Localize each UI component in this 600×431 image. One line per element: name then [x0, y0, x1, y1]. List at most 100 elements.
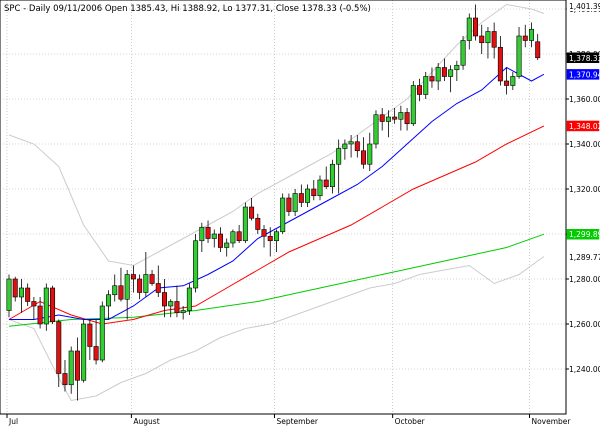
- candle-body: [323, 179, 329, 188]
- candle-body: [460, 40, 466, 66]
- candle: [224, 238, 230, 257]
- candle: [429, 67, 435, 88]
- candle: [485, 27, 491, 59]
- candle-body: [68, 350, 74, 386]
- candle-body: [267, 235, 273, 242]
- candle: [137, 274, 143, 300]
- candle-body: [236, 231, 242, 242]
- candle-body: [180, 310, 186, 314]
- candle: [311, 180, 317, 201]
- candle-body: [261, 229, 267, 237]
- candle-body: [373, 114, 379, 145]
- candle-body: [535, 41, 541, 59]
- candle-body: [37, 305, 43, 325]
- candle: [68, 346, 74, 394]
- candle: [118, 267, 124, 302]
- chart-title: SPC - Daily 09/11/2006 Open 1385.43, Hi …: [4, 4, 371, 14]
- candle: [81, 319, 87, 383]
- price-label: 1,378.33: [566, 52, 600, 64]
- candle-body: [31, 301, 37, 307]
- candle-body: [472, 17, 478, 37]
- candle-body: [516, 35, 522, 77]
- candle-body: [93, 346, 99, 361]
- candle: [298, 184, 304, 207]
- candle-body: [149, 274, 155, 284]
- price-label: 1,370.94: [566, 69, 600, 80]
- candle-body: [230, 231, 236, 244]
- candle-body: [99, 305, 105, 361]
- price-label: 1,401.39: [566, 0, 600, 12]
- candle: [292, 189, 298, 216]
- candle: [273, 229, 279, 252]
- candle-body: [485, 31, 491, 44]
- candle: [516, 27, 522, 79]
- candle-layer: [6, 4, 541, 401]
- candle: [50, 285, 56, 324]
- candle: [410, 81, 416, 126]
- candle-body: [305, 188, 311, 203]
- candle-body: [329, 163, 335, 188]
- candle-body: [255, 217, 261, 230]
- candle: [535, 33, 541, 61]
- candle: [162, 279, 168, 318]
- candle: [255, 213, 261, 234]
- candle: [168, 299, 174, 318]
- price-label-text: 1,289.77: [569, 253, 600, 262]
- candle: [130, 265, 136, 293]
- candle-body: [392, 116, 398, 120]
- candle: [454, 60, 460, 81]
- x-tick-label: October: [395, 417, 426, 426]
- candle-body: [454, 64, 460, 71]
- candle-body: [336, 148, 342, 165]
- candle: [180, 306, 186, 320]
- y-tick-label: 1,340.00: [569, 140, 600, 149]
- candle: [174, 285, 180, 318]
- candle: [74, 337, 80, 401]
- candle-body: [193, 240, 199, 289]
- candle: [155, 265, 161, 297]
- candle-body: [491, 31, 497, 48]
- candle-body: [361, 150, 367, 165]
- candle: [373, 110, 379, 149]
- candle: [497, 36, 503, 86]
- candle: [510, 72, 516, 90]
- candle: [230, 229, 236, 248]
- candle-body: [130, 274, 136, 280]
- candle: [25, 283, 31, 306]
- candle-body: [423, 76, 429, 95]
- candle-body: [74, 350, 80, 381]
- candle-body: [504, 80, 510, 86]
- candle: [37, 297, 43, 329]
- price-label-box: [566, 228, 600, 240]
- price-label: 1,348.02: [566, 120, 600, 132]
- candle-body: [280, 197, 286, 233]
- candle: [404, 108, 410, 131]
- candle-body: [286, 197, 292, 212]
- candle: [31, 297, 37, 320]
- price-label: 1,299.89: [566, 228, 600, 240]
- candle-body: [18, 287, 24, 298]
- candle-body: [106, 294, 112, 307]
- y-tick-label: 1,240.00: [569, 365, 600, 374]
- candle-body: [497, 46, 503, 82]
- grid-layer: [3, 0, 566, 414]
- candle: [186, 283, 192, 315]
- candle: [62, 360, 68, 392]
- candle-body: [348, 141, 354, 145]
- candle: [392, 108, 398, 124]
- candle-body: [528, 28, 534, 41]
- candle: [267, 227, 273, 257]
- bollinger-upper-line: [8, 3, 545, 267]
- candle-body: [522, 35, 528, 41]
- candle-body: [12, 278, 18, 298]
- x-tick-label: September: [276, 417, 318, 426]
- candle: [361, 137, 367, 169]
- candle-body: [168, 301, 174, 307]
- candle-body: [510, 76, 516, 86]
- candle-body: [404, 112, 410, 125]
- candle-body: [410, 85, 416, 125]
- candle-body: [249, 206, 255, 219]
- price-label: 1,289.77: [566, 251, 600, 263]
- candle: [466, 13, 472, 50]
